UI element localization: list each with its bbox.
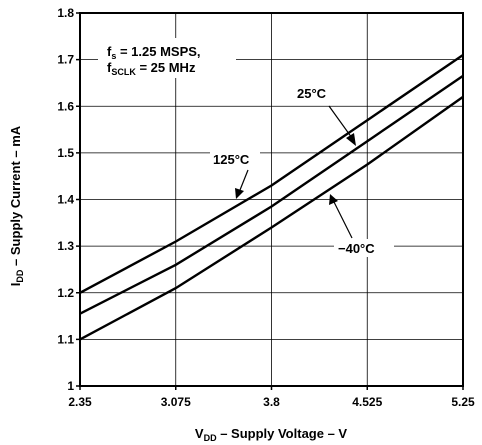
arrow-125c-head (235, 188, 244, 199)
series-label-minus40c: −40°C (338, 241, 375, 256)
y-axis-label: IDD – Supply Current – mA (8, 125, 25, 286)
tick-label-y: 1 (67, 379, 74, 393)
series-line-25c (79, 74, 464, 315)
series-line-125c (79, 54, 464, 294)
label-25c: 25°C (294, 84, 356, 146)
label-125c: 125°C (210, 150, 260, 199)
tick-label-y: 1.4 (57, 193, 74, 207)
tick-label-y: 1.7 (57, 53, 74, 67)
arrow-minus40c-shaft (333, 201, 353, 239)
tick-label-x: 5.25 (451, 395, 475, 409)
tick-label-y: 1.2 (57, 286, 74, 300)
arrow-125c-shaft (239, 169, 249, 191)
tick-label-x: 4.525 (352, 395, 382, 409)
tick-label-y: 1.1 (57, 332, 74, 346)
series-label-125c: 125°C (213, 152, 250, 167)
conditions-line-2: fSCLK = 25 MHz (107, 60, 196, 77)
arrow-25c-head (346, 133, 356, 146)
label-minus40c: −40°C (329, 194, 394, 257)
tick-label-x: 2.35 (68, 395, 92, 409)
series-line-minus40c (79, 95, 464, 341)
ticks (76, 12, 464, 390)
tick-label-y: 1.6 (57, 99, 74, 113)
tick-label-x: 3.075 (161, 395, 191, 409)
tick-label-y: 1.5 (57, 146, 74, 160)
arrow-minus40c-head (329, 194, 338, 205)
x-axis-label: VDD – Supply Voltage – V (195, 426, 348, 443)
conditions-line-1: fs = 1.25 MSPS, (107, 44, 201, 61)
tick-labels: 1 1.1 1.2 1.3 1.4 1.5 1.6 1.7 1.8 2.35 3.075 3.8 4.5… (57, 6, 475, 409)
series-label-25c: 25°C (297, 86, 327, 101)
tick-label-x: 3.8 (263, 395, 280, 409)
tick-label-y: 1.3 (57, 239, 74, 253)
arrow-25c-shaft (328, 105, 353, 139)
series-lines (79, 54, 464, 341)
conditions-box (98, 38, 236, 78)
tick-label-y: 1.8 (57, 6, 74, 20)
